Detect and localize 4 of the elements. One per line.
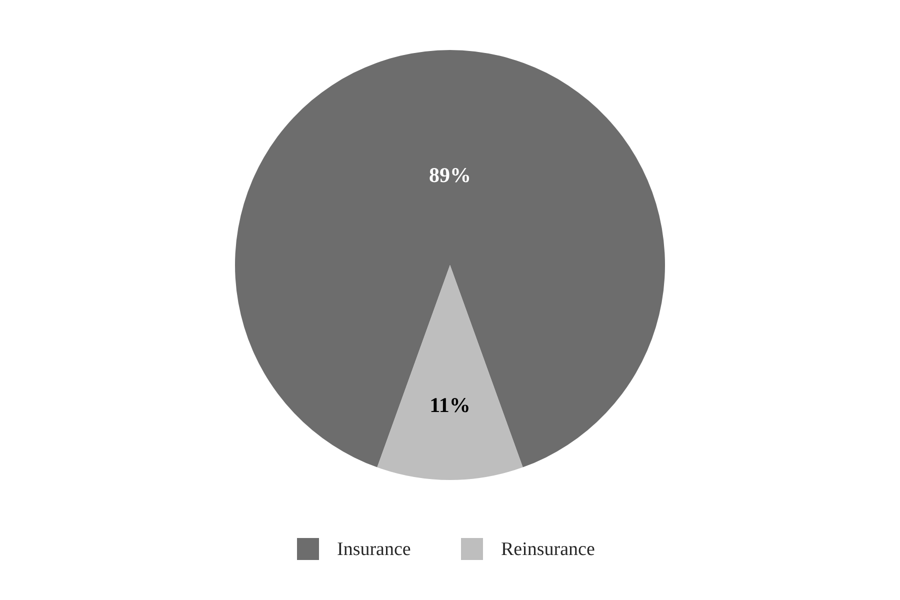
legend-label: Reinsurance (501, 539, 595, 560)
legend-label: Insurance (337, 539, 411, 560)
data-label: 89% (429, 163, 471, 187)
data-label: 11% (430, 393, 470, 417)
